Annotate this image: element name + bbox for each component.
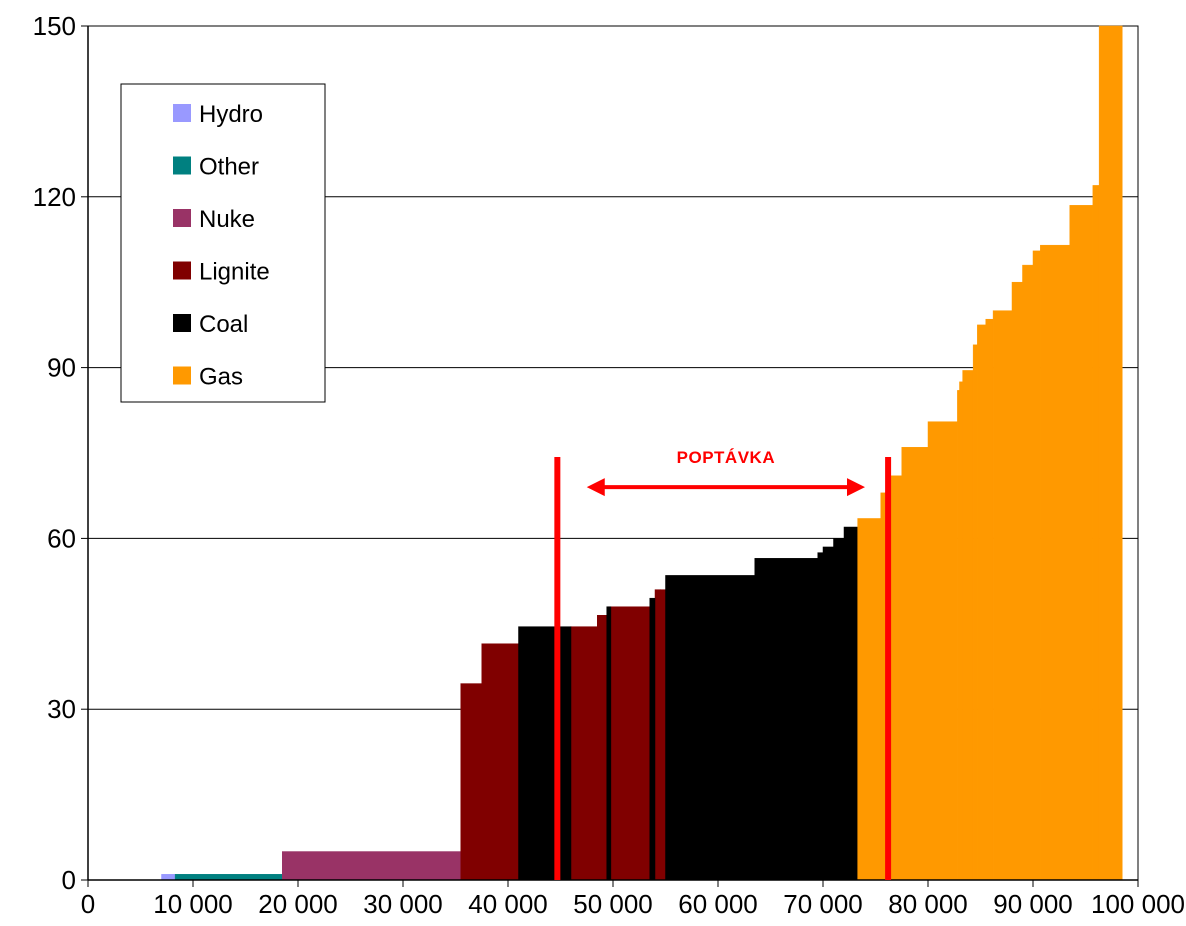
bar-gas [927, 421, 958, 881]
bar-gas [992, 310, 1013, 881]
legend-swatch-coal [173, 314, 191, 332]
bar-lignite [654, 589, 661, 881]
x-tick-label: 50 000 [573, 889, 653, 919]
x-tick-label: 60 000 [678, 889, 758, 919]
bar-gas [962, 370, 974, 881]
legend-swatch-lignite [173, 261, 191, 280]
x-tick-labels: 0 10 000 20 000 30 000 40 000 50 000 60 000 70 … [81, 889, 1185, 919]
legend-swatch-gas [173, 366, 191, 385]
bar-gas [957, 390, 960, 881]
bar-lignite [481, 643, 519, 881]
bar-gas [959, 381, 963, 881]
bar-coal [649, 597, 656, 881]
bar-coal [843, 526, 858, 881]
bar-coal [817, 552, 824, 881]
bar-coal [665, 575, 755, 881]
bar-lignite [570, 626, 598, 881]
bar-gas [972, 344, 978, 881]
y-tick-label: 0 [62, 865, 76, 895]
y-tick-label: 90 [47, 353, 76, 383]
bar-hydro [161, 874, 176, 881]
legend-swatch-other [173, 156, 191, 175]
demand-annotation: POPTÁVKA [586, 448, 865, 497]
legend-swatch-nuke [173, 209, 191, 227]
bar-lignite [660, 589, 666, 881]
legend-label: Lignite [199, 259, 270, 286]
bar-gas [1022, 264, 1034, 881]
bar-gas [901, 447, 929, 881]
demand-annotation-label: POPTÁVKA [677, 448, 775, 467]
x-tick-label: 20 000 [258, 889, 338, 919]
bar-gas [1011, 281, 1023, 881]
legend-label: Coal [199, 311, 248, 338]
demand-lines [554, 457, 892, 880]
axes [81, 25, 1139, 887]
legend-swatch-hydro [173, 104, 191, 122]
bar-nuke [282, 851, 461, 881]
bar-lignite [597, 615, 608, 881]
bar-coal [822, 546, 834, 881]
bar-gas [985, 318, 994, 881]
x-tick-label: 70 000 [783, 889, 863, 919]
x-tick-label: 80 000 [888, 889, 968, 919]
bar-gas [977, 324, 986, 881]
x-tick-label: 30 000 [363, 889, 443, 919]
x-tick-label: 90 000 [993, 889, 1073, 919]
x-tick-label: 40 000 [468, 889, 548, 919]
legend-label: Gas [199, 364, 243, 391]
bar-gas [891, 475, 902, 881]
bar-coal [518, 626, 572, 881]
y-tick-label: 120 [33, 182, 76, 212]
x-tick-label: 10 000 [153, 889, 233, 919]
bar-coal [606, 606, 612, 881]
legend-label: Hydro [199, 101, 263, 128]
y-tick-label: 60 [47, 523, 76, 553]
bar-gas [1040, 244, 1070, 881]
x-tick-label: 100 000 [1091, 889, 1185, 919]
bar-coal [833, 538, 845, 881]
y-tick-label: 150 [33, 11, 76, 41]
legend: Hydro Other Nuke Lignite Coal Gas [120, 83, 326, 403]
demand-arrow-head-right [847, 478, 865, 497]
bar-coal [754, 558, 818, 881]
bar-lignite [460, 683, 482, 881]
y-tick-label: 30 [47, 694, 76, 724]
bar-gas [1092, 185, 1100, 881]
bar-lignite [607, 606, 650, 881]
bar-gas [1098, 25, 1123, 881]
y-tick-labels: 0 30 60 90 120 150 [33, 11, 76, 895]
bar-gas [1069, 205, 1094, 881]
bar-gas [1032, 250, 1041, 881]
legend-label: Other [199, 154, 259, 181]
plot-bars [161, 25, 1123, 881]
demand-arrow-head-left [586, 478, 605, 497]
legend-label: Nuke [199, 206, 255, 233]
bar-other [174, 874, 283, 881]
x-tick-label: 0 [81, 889, 95, 919]
bar-gas [857, 518, 882, 881]
legend-box [120, 83, 326, 403]
